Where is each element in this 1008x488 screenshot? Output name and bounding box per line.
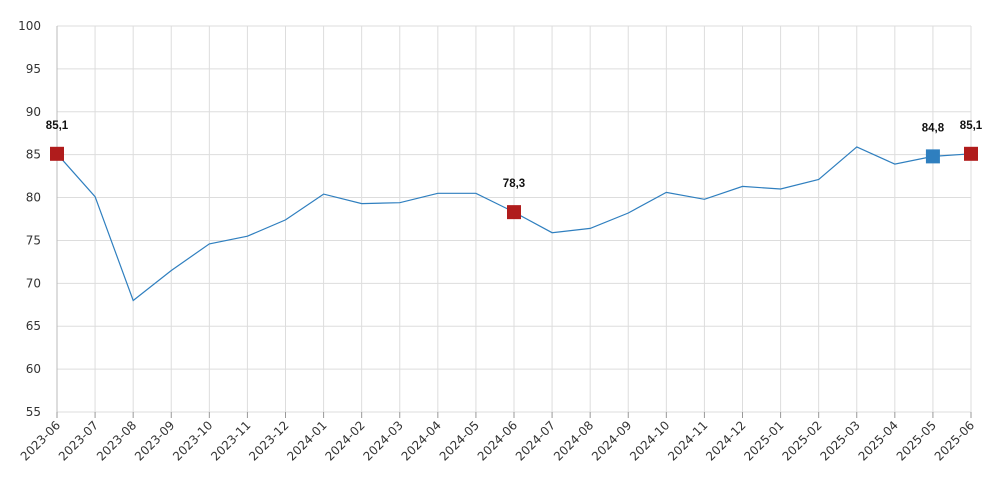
- data-label: 85,1: [960, 120, 983, 132]
- data-label: 84,8: [922, 122, 945, 134]
- x-tick-label: 2023-06: [18, 418, 63, 463]
- x-tick-label: 2024-05: [437, 418, 482, 463]
- y-axis: 55 60 65 70 75 80 85 90 95 100: [18, 19, 58, 419]
- x-tick-label: 2025-06: [932, 418, 977, 463]
- y-tick-label: 80: [26, 191, 41, 205]
- x-tick-label: 2023-07: [56, 418, 101, 463]
- highlight-marker: [50, 146, 64, 161]
- x-tick-label: 2025-05: [894, 418, 939, 463]
- x-tick-label: 2024-10: [627, 418, 672, 463]
- x-tick-label: 2025-01: [741, 418, 786, 463]
- x-tick-label: 2023-08: [94, 418, 139, 463]
- y-tick-label: 95: [26, 62, 41, 76]
- x-tick-label: 2024-04: [399, 418, 444, 463]
- y-tick-label: 75: [26, 233, 41, 247]
- highlight-marker: [925, 149, 940, 164]
- data-label: 78,3: [503, 178, 525, 190]
- x-tick-label: 2025-03: [818, 418, 863, 463]
- x-tick-label: 2023-10: [170, 418, 215, 463]
- y-tick-label: 85: [26, 148, 41, 162]
- x-tick-label: 2024-03: [361, 418, 406, 463]
- x-axis: 2023-062023-072023-082023-092023-102023-…: [18, 412, 977, 464]
- y-tick-label: 65: [26, 319, 41, 333]
- highlight-marker: [964, 146, 978, 161]
- grid: [56, 25, 972, 413]
- x-tick-label: 2024-06: [475, 418, 520, 463]
- x-tick-label: 2024-11: [665, 418, 710, 463]
- y-tick-label: 55: [26, 405, 41, 419]
- x-tick-label: 2024-02: [322, 418, 367, 463]
- y-tick-label: 100: [18, 19, 41, 33]
- x-tick-label: 2025-04: [856, 418, 901, 463]
- x-tick-label: 2024-12: [703, 418, 748, 463]
- x-tick-label: 2024-01: [284, 418, 329, 463]
- highlight-marker: [507, 205, 521, 220]
- y-tick-label: 90: [26, 105, 41, 119]
- x-tick-label: 2023-12: [246, 418, 291, 463]
- x-tick-label: 2023-09: [132, 418, 177, 463]
- x-tick-label: 2025-02: [779, 418, 824, 463]
- x-tick-label: 2024-07: [513, 418, 558, 463]
- y-tick-label: 70: [26, 276, 41, 290]
- x-tick-label: 2023-11: [208, 418, 253, 463]
- y-tick-label: 60: [26, 362, 41, 376]
- x-tick-label: 2024-09: [589, 418, 634, 463]
- x-tick-label: 2024-08: [551, 418, 596, 463]
- data-label: 85,1: [46, 120, 69, 132]
- highlight-markers: 85,1 78,3 84,8 85,1: [46, 120, 983, 220]
